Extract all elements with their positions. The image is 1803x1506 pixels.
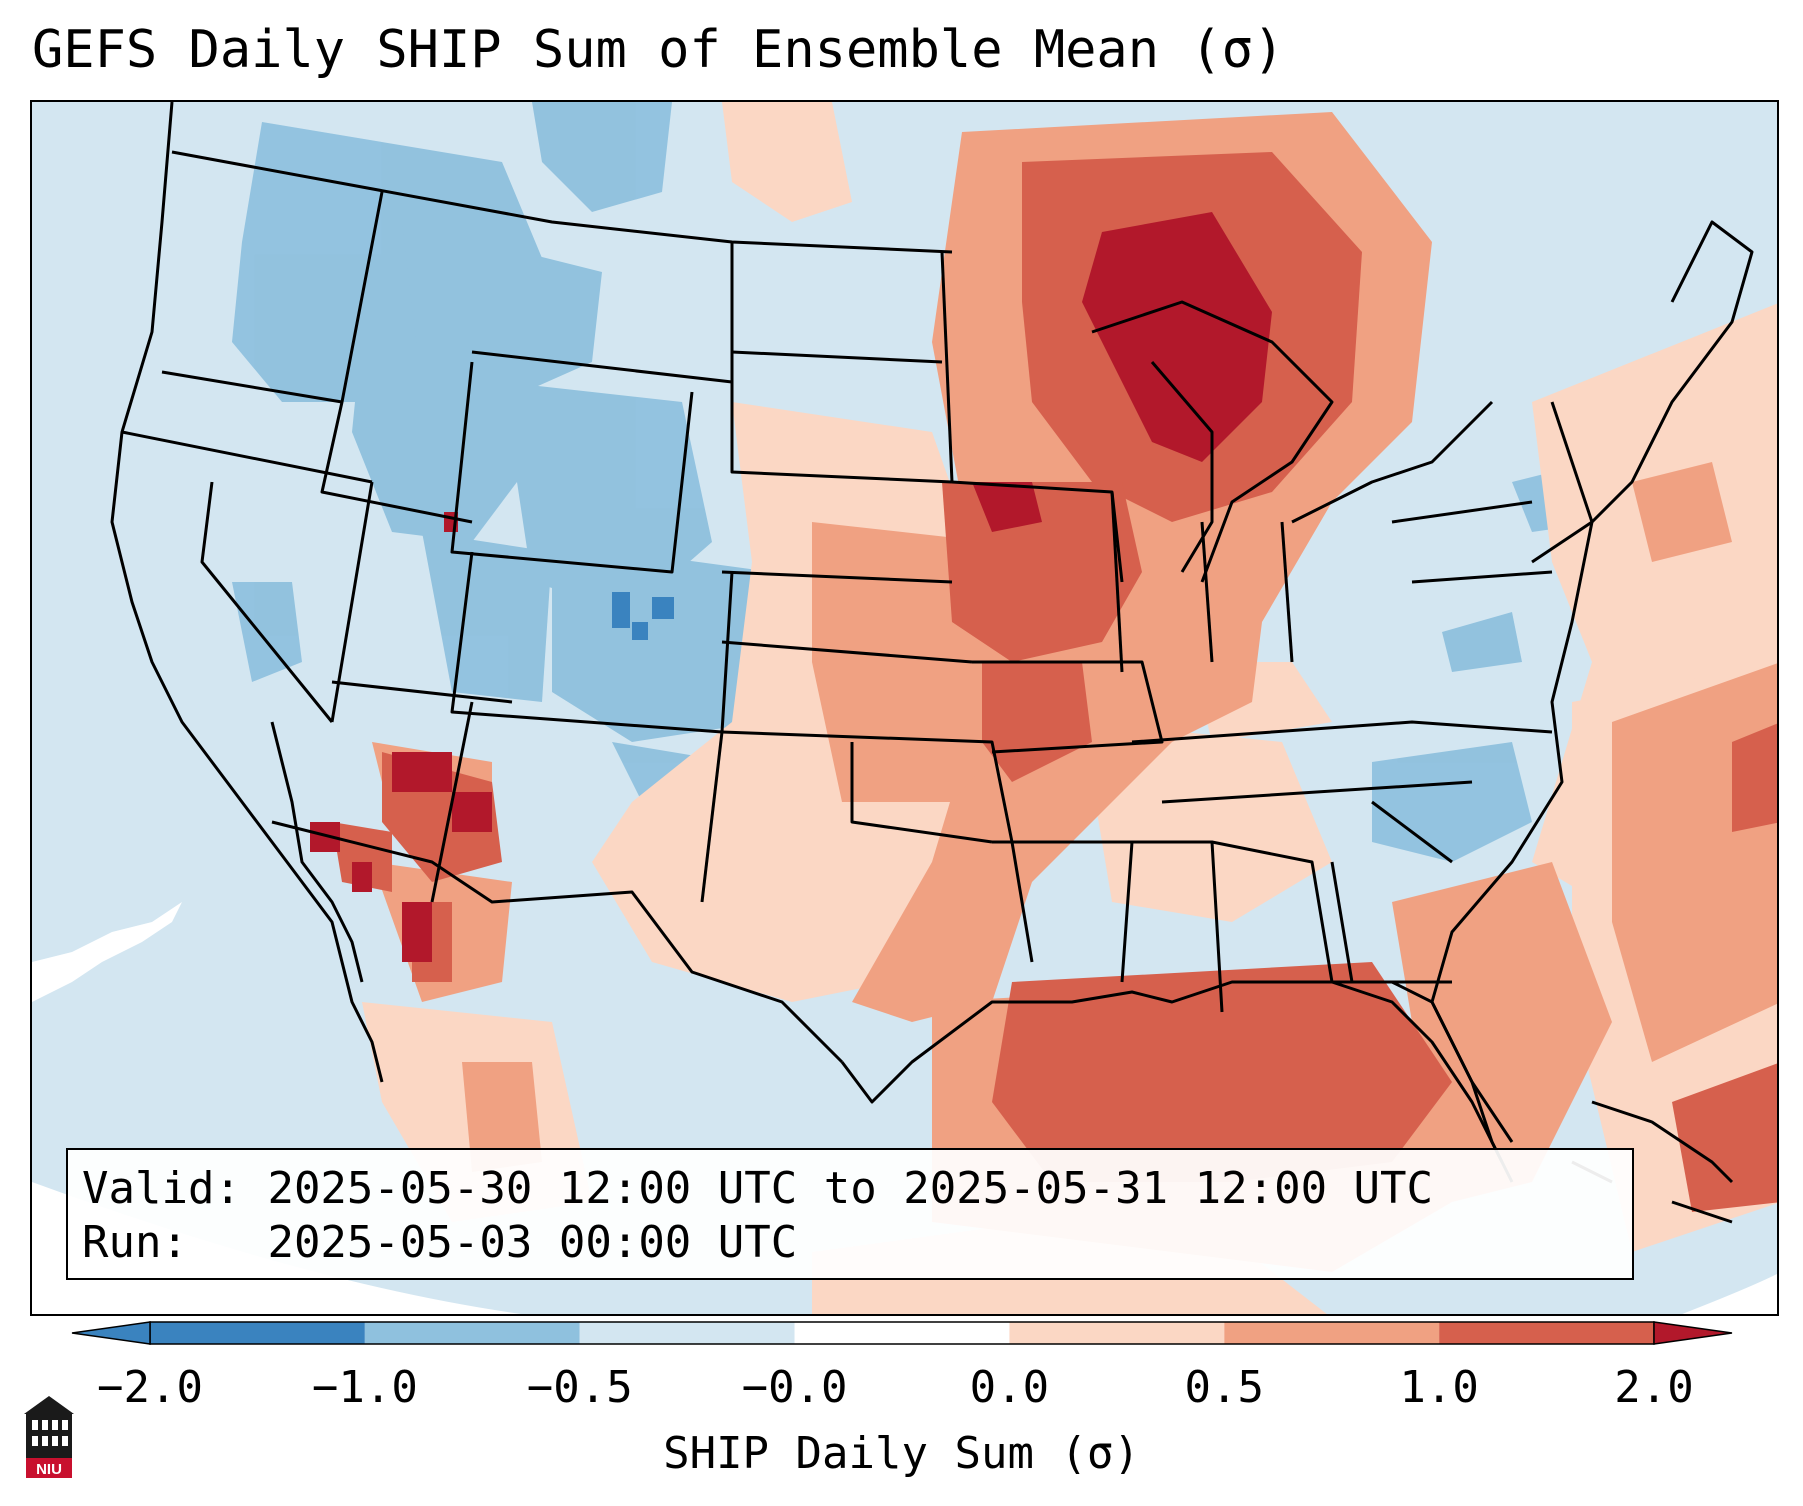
colorbar-segment [364, 1322, 580, 1344]
colorbar-segment [1009, 1322, 1225, 1344]
boundaries [110, 102, 1754, 1224]
run-value: 2025-05-03 00:00 UTC [267, 1217, 798, 1268]
ship-anomaly-map [32, 102, 1777, 1314]
run-time-row: Run: 2025-05-03 00:00 UTC [82, 1216, 1618, 1270]
colorbar-high-extension [1653, 1321, 1733, 1345]
map-panel [30, 100, 1779, 1316]
colorbar-tick-label: 0.5 [1184, 1362, 1265, 1413]
valid-time-row: Valid: 2025-05-30 12:00 UTC to 2025-05-3… [82, 1162, 1618, 1216]
colorbar-tick-label: 1.0 [1399, 1362, 1479, 1413]
valid-value: 2025-05-30 12:00 UTC to 2025-05-31 12:00… [267, 1163, 1434, 1214]
colorbar-label: SHIP Daily Sum (σ) [663, 1428, 1140, 1479]
strong-negative-anomaly [612, 592, 674, 640]
colorbar-tick-label: −1.0 [311, 1362, 418, 1413]
missing-data-stripe [32, 902, 182, 1002]
colorbar-segment [794, 1322, 1010, 1344]
map-title: GEFS Daily SHIP Sum of Ensemble Mean (σ) [32, 20, 1285, 80]
colorbar-low-extension [71, 1321, 151, 1345]
negative-anomaly-west [232, 102, 1602, 862]
valid-label: Valid: [82, 1163, 241, 1214]
colorbar-tick-label: 0.0 [969, 1362, 1050, 1413]
colorbar-tick-label: −0.0 [741, 1362, 848, 1413]
valid-run-info-box: Valid: 2025-05-30 12:00 UTC to 2025-05-3… [66, 1148, 1634, 1280]
colorbar-tick-label: −0.5 [526, 1362, 633, 1413]
colorbar-segment [1439, 1322, 1654, 1344]
colorbar-segment [579, 1322, 795, 1344]
colorbar-tick-label: 2.0 [1614, 1362, 1694, 1413]
colorbar-segment [150, 1322, 365, 1344]
niu-building-icon: NIU [24, 1396, 74, 1478]
colorbar-tick-label: −2.0 [97, 1362, 203, 1413]
colorbar-segment [1224, 1322, 1440, 1344]
colorbar [71, 1321, 1733, 1345]
logo-text: NIU [36, 1461, 62, 1478]
extreme-positive-anomaly [310, 212, 1272, 962]
run-label: Run: [82, 1217, 188, 1268]
